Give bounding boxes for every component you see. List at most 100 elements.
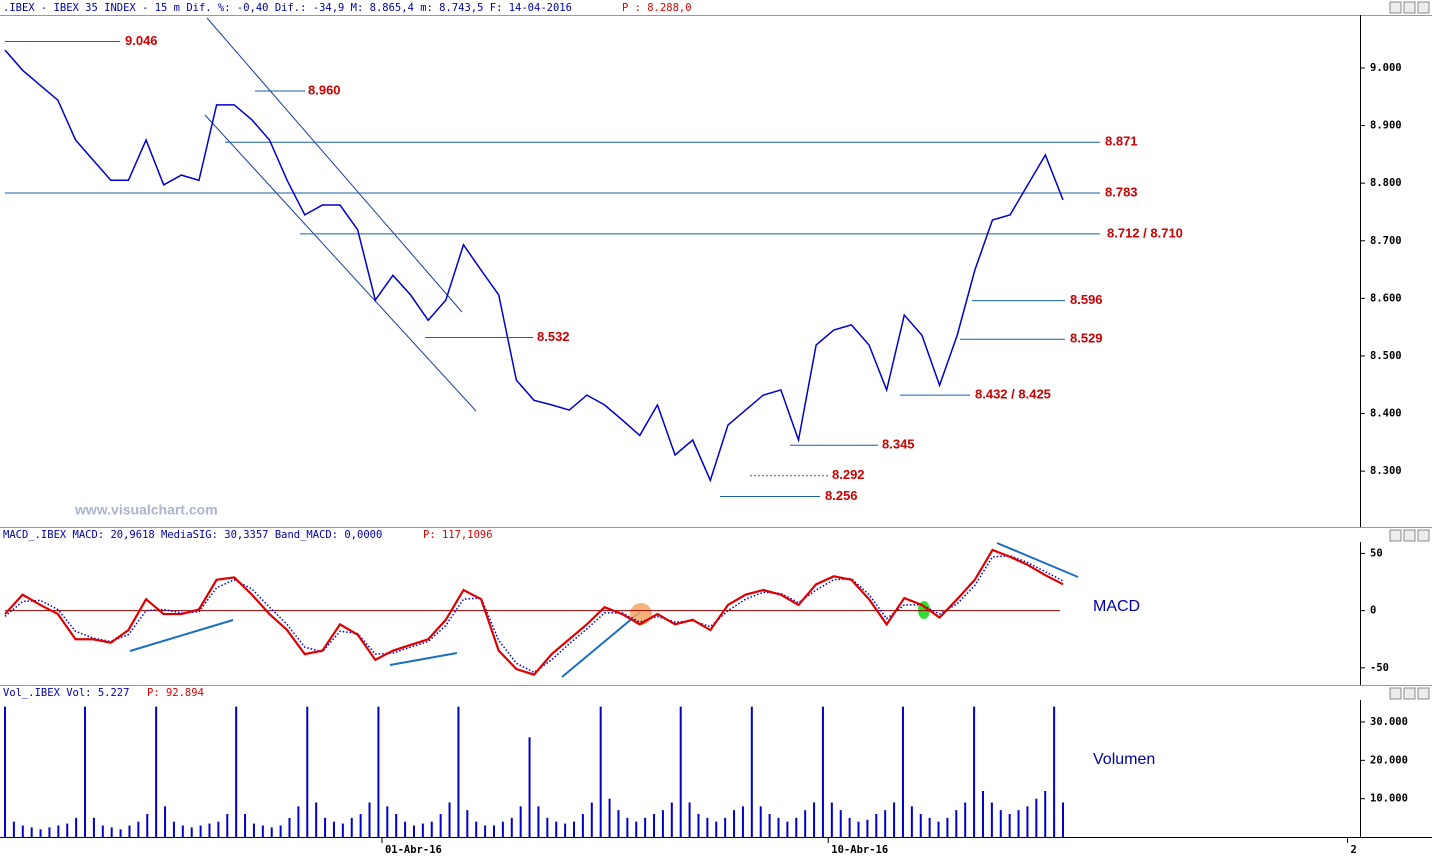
volume-bar [768, 814, 771, 837]
x-tick-label: 01-Abr-16 [385, 844, 442, 856]
price-level-label: 8.345 [882, 437, 915, 452]
price-level-label: 8.432 / 8.425 [975, 387, 1051, 402]
series-line [4, 49, 1064, 483]
volume-bar [777, 817, 780, 837]
button[interactable] [1403, 1, 1416, 14]
volume-bar [252, 823, 255, 837]
channel-line [204, 114, 477, 412]
volume-bar [75, 817, 78, 837]
volume-bar [4, 706, 6, 837]
volume-bar [466, 810, 469, 837]
price-level-label: 8.529 [1070, 331, 1103, 346]
volume-bar [848, 817, 851, 837]
volume-bar [359, 814, 362, 837]
volume-bar [759, 806, 762, 837]
volume-bar [181, 825, 184, 837]
volume-bar [937, 821, 940, 837]
volume-bar [484, 825, 487, 837]
window-buttons[interactable] [1389, 1, 1430, 700]
volume-bar [119, 829, 122, 837]
volume-bar [981, 791, 984, 837]
button[interactable] [1417, 1, 1430, 14]
volume-bar [857, 821, 860, 837]
button[interactable] [1389, 529, 1402, 542]
price-level-label: 8.783 [1105, 184, 1138, 199]
panel-header: MACD_.IBEX MACD: 20,9618 MediaSIG: 30,33… [3, 529, 382, 541]
volume-bar [688, 802, 691, 837]
volume-bar [315, 802, 318, 837]
y-tick-label: 8.400 [1370, 408, 1402, 420]
trend-line [561, 611, 641, 678]
y-tick-label: 9.000 [1370, 62, 1402, 74]
volume-bar [670, 802, 673, 837]
annotation: MACD [1093, 598, 1140, 615]
volume-bar [830, 802, 833, 837]
volume-bar [350, 817, 353, 837]
volume-bar [217, 821, 220, 837]
price-level-label: 8.596 [1070, 292, 1103, 307]
volume-bar [946, 817, 949, 837]
volume-bar [199, 825, 202, 837]
signal-line [4, 554, 1064, 674]
annotation: Volumen [1093, 751, 1155, 768]
volume-bar [1035, 798, 1038, 837]
volume-bar [39, 829, 42, 837]
volume-bar [341, 823, 344, 837]
volume-bar [501, 821, 504, 837]
trend-line [129, 619, 234, 652]
button[interactable] [1389, 687, 1402, 700]
button[interactable] [1403, 687, 1416, 700]
volume-bar [795, 817, 798, 837]
volume-bar [48, 827, 51, 837]
watermark: www.visualchart.com [74, 502, 218, 518]
volume-bar [1026, 806, 1029, 837]
volume-bar [84, 706, 87, 837]
panel-header: .IBEX - IBEX 35 INDEX - 15 m Dif. %: -0,… [3, 2, 572, 14]
volume-bar [324, 817, 327, 837]
volume-bar [492, 825, 495, 837]
y-tick-label: 50 [1370, 547, 1383, 559]
volume-bar [155, 706, 158, 837]
volume-bar [244, 814, 247, 837]
volume-bar [1044, 791, 1047, 837]
volume-bar [21, 825, 24, 837]
volume-bar [617, 810, 620, 837]
volume-bar [421, 823, 424, 837]
panel-header-price: P: 117,1096 [423, 529, 493, 541]
price-level-label: 8.256 [825, 488, 858, 503]
volume-bar [1008, 814, 1011, 837]
volume-bar [706, 817, 709, 837]
channel-line [206, 17, 463, 313]
volume-bar [226, 814, 229, 837]
y-tick-label: 0 [1370, 605, 1376, 617]
button[interactable] [1389, 1, 1402, 14]
volume-bar [368, 802, 371, 837]
volume-bar [528, 737, 531, 837]
button[interactable] [1417, 529, 1430, 542]
volume-bar [581, 814, 584, 837]
volume-bar [590, 802, 593, 837]
volume-bar [1053, 706, 1056, 837]
volume-bar [733, 810, 736, 837]
x-tick-label: 2 [1351, 844, 1357, 856]
volume-bar [537, 806, 540, 837]
volume-bar [928, 817, 931, 837]
price-level-label: 8.871 [1105, 134, 1138, 149]
volume-bar [475, 821, 478, 837]
volume-bar [137, 821, 140, 837]
volume-bar [750, 706, 753, 837]
volume-bar [110, 827, 113, 837]
volume-bar [813, 802, 816, 837]
volume-bar [653, 814, 656, 837]
button[interactable] [1417, 687, 1430, 700]
volume-bar [910, 806, 913, 837]
price-level-label: 8.532 [537, 329, 570, 344]
y-tick-label: 8.800 [1370, 177, 1402, 189]
price-level-label: 8.712 / 8.710 [1107, 225, 1183, 240]
volume-bar [66, 823, 69, 837]
volume-bar [626, 817, 629, 837]
button[interactable] [1403, 529, 1416, 542]
volume-bar [821, 706, 824, 837]
volume-bar [164, 806, 167, 837]
